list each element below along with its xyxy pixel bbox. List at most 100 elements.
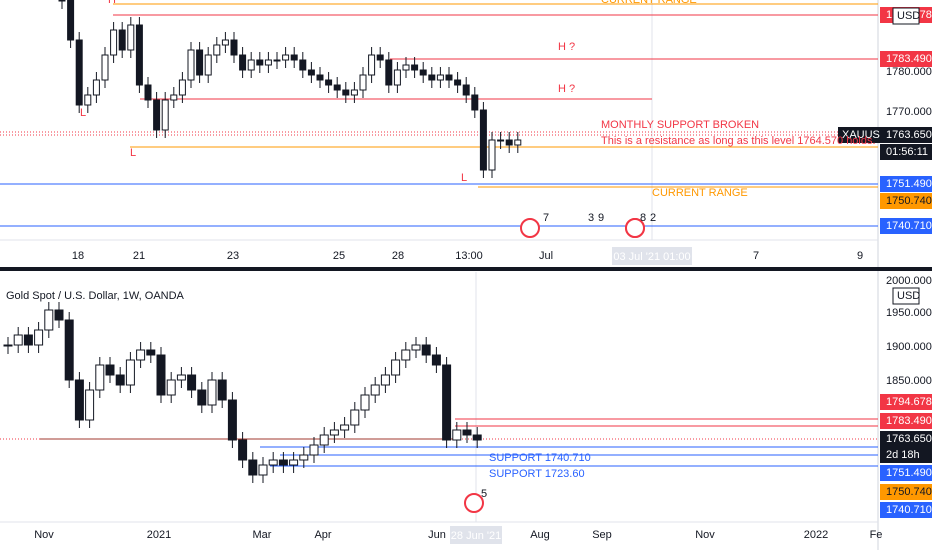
annotation: L [130, 147, 136, 159]
time-label: 7 [753, 250, 759, 262]
candle [402, 64, 410, 71]
annotation: L [461, 172, 467, 184]
annotation: SUPPORT 1723.60 [489, 468, 585, 480]
candle [472, 434, 482, 441]
candle [329, 429, 339, 436]
time-label: 2021 [147, 529, 171, 541]
time-label: Jun [428, 529, 446, 541]
candle [230, 39, 238, 56]
event-count: 7 [543, 212, 549, 224]
price-tag [880, 144, 932, 160]
candle [170, 94, 178, 101]
time-label: Apr [314, 529, 331, 541]
event-icon [625, 218, 645, 238]
candle [166, 379, 176, 396]
candle [227, 399, 237, 441]
candle [342, 89, 350, 96]
price-tag [880, 465, 932, 481]
candle [95, 364, 105, 391]
candle [125, 359, 135, 386]
price-label: 1783.490 [886, 415, 932, 427]
candle [370, 384, 380, 396]
candle [74, 379, 84, 421]
candle [452, 429, 462, 441]
candle [445, 74, 453, 81]
event-count: 2 [650, 212, 656, 224]
price-label: 1750.740 [886, 486, 932, 498]
candle [144, 84, 152, 101]
candle [479, 109, 487, 171]
time-label: Aug [530, 529, 550, 541]
candle [23, 334, 33, 346]
candle [340, 424, 350, 431]
price-label: 1751.490 [886, 178, 932, 190]
candle [514, 139, 522, 146]
price-label: 1850.000 [886, 375, 932, 387]
candle [135, 24, 143, 86]
time-label: Jul [539, 250, 553, 262]
candle [115, 374, 125, 386]
annotation: SUPPORT 1740.710 [489, 452, 591, 464]
pane-title: Gold Spot / U.S. Dollar, 1W, OANDA [6, 290, 185, 302]
time-label: Fe [870, 529, 883, 541]
candle [359, 74, 367, 91]
annotation: L [80, 107, 86, 119]
price-label: 1740.710 [886, 504, 932, 516]
price-label: 1763.650 [886, 433, 932, 445]
event-count: 8 [640, 212, 646, 224]
price-label: USD [897, 10, 920, 22]
price-label: 1750.740 [886, 195, 932, 207]
price-label: 1763.650 [886, 129, 932, 141]
candle [350, 409, 360, 426]
candle [247, 59, 255, 71]
candle [258, 464, 268, 476]
candle [58, 0, 66, 2]
candle [454, 79, 462, 86]
candle [146, 349, 156, 356]
candle [105, 364, 115, 376]
candle [213, 44, 221, 56]
time-label: 28 [392, 250, 404, 262]
time-label: Nov [695, 529, 715, 541]
candle [488, 139, 496, 171]
candle [282, 54, 290, 61]
price-label: 2d 18h [886, 449, 920, 461]
price-tag [880, 127, 932, 143]
candle [161, 99, 169, 131]
annotation: MONTHLY SUPPORT BROKEN [601, 119, 759, 131]
candle [34, 329, 44, 346]
annotation: H ? [558, 41, 575, 53]
price-tag [892, 7, 920, 25]
candle [44, 309, 54, 331]
candle [67, 0, 75, 41]
candle [290, 54, 298, 61]
candle [325, 79, 333, 86]
price-tag [880, 51, 932, 67]
candle [393, 69, 401, 86]
candle [462, 429, 472, 436]
price-label: 1783.490 [886, 53, 932, 65]
candle [101, 54, 109, 81]
candle [156, 354, 166, 396]
candle [401, 349, 411, 361]
candle [360, 394, 370, 411]
candle [118, 29, 126, 51]
annotation: This is a resistance as long as this lev… [601, 135, 876, 147]
candle [431, 354, 441, 366]
candle [307, 69, 315, 76]
candle [176, 374, 186, 381]
annotation: CURRENT RANGE [601, 0, 697, 6]
candle [153, 99, 161, 131]
candle [299, 59, 307, 71]
candle [54, 309, 64, 321]
time-label: Sep [592, 529, 612, 541]
candle [505, 139, 513, 146]
price-tag [880, 413, 932, 429]
candle [436, 74, 444, 81]
price-tag [880, 218, 932, 234]
event-icon [464, 493, 484, 513]
candle [268, 459, 278, 466]
price-label: 1740.710 [886, 220, 932, 232]
price-label: 1950.000 [886, 307, 932, 319]
